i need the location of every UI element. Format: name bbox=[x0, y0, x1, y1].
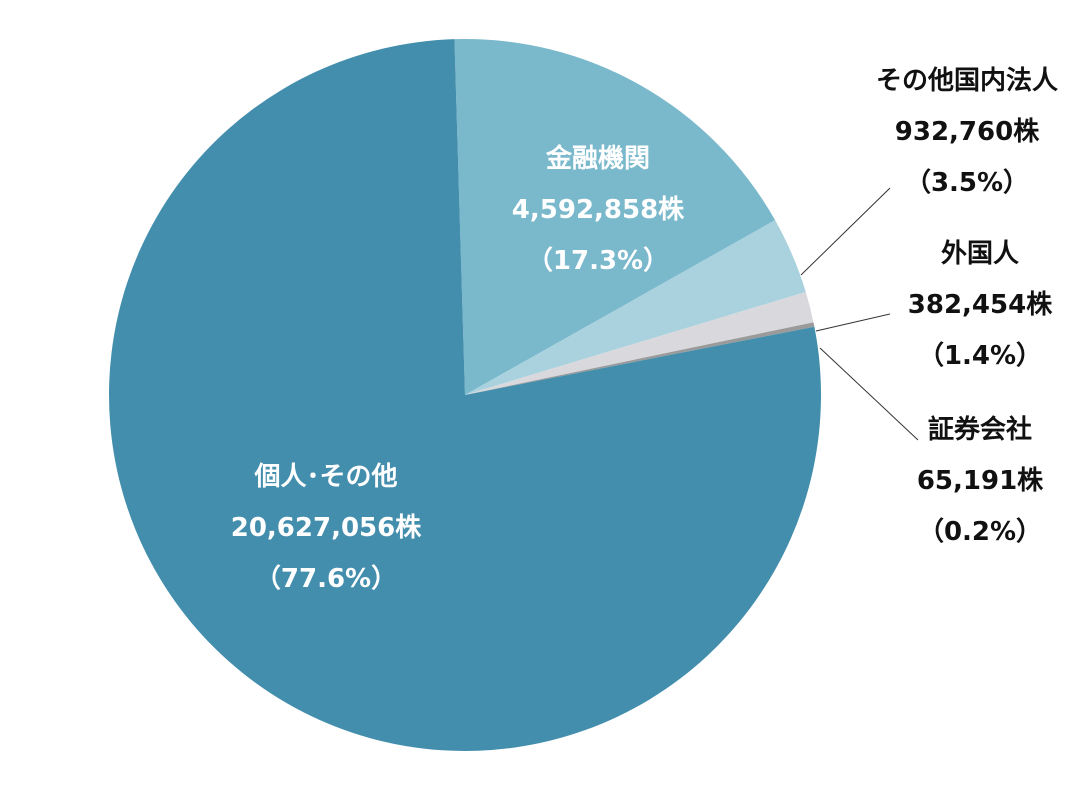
pie-slice-foreigners bbox=[465, 291, 814, 395]
slice-label-name-individuals-others: 個人･その他 bbox=[253, 462, 397, 492]
leader-line-securities-companies bbox=[819, 347, 919, 441]
slice-label-shares-other-domestic-corporations: 932,760株 bbox=[895, 117, 1040, 147]
pie-slice-financial-institutions bbox=[454, 39, 776, 395]
slice-label-name-foreigners: 外国人 bbox=[941, 239, 1019, 269]
slice-labels: 金融機関 4,592,858株 （17.3%） その他国内法人 932,760株 （3.5… bbox=[231, 66, 1058, 594]
pie-slices bbox=[109, 39, 822, 752]
slice-label-name-other-domestic-corporations: その他国内法人 bbox=[876, 66, 1058, 96]
slice-label-shares-financial-institutions: 4,592,858株 bbox=[512, 195, 685, 225]
slice-label-name-financial-institutions: 金融機関 bbox=[545, 143, 650, 174]
slice-label-shares-securities-companies: 65,191株 bbox=[917, 466, 1044, 496]
slice-label-percent-foreigners: （1.4%） bbox=[918, 341, 1042, 371]
pie-slice-other-domestic-corporations bbox=[465, 220, 806, 395]
pie-slice-individuals-others bbox=[109, 39, 822, 752]
slice-label-percent-financial-institutions: （17.3%） bbox=[527, 246, 669, 276]
slice-label-percent-securities-companies: （0.2%） bbox=[918, 517, 1042, 547]
pie-slice-securities-companies bbox=[465, 322, 815, 395]
leader-line-other-domestic-corporations bbox=[800, 187, 891, 276]
leader-line-foreigners bbox=[815, 313, 891, 332]
slice-label-percent-individuals-others: （77.6%） bbox=[255, 564, 397, 594]
slice-label-shares-individuals-others: 20,627,056株 bbox=[231, 513, 422, 543]
slice-label-name-securities-companies: 証券会社 bbox=[928, 414, 1032, 445]
slice-label-percent-other-domestic-corporations: （3.5%） bbox=[905, 168, 1029, 198]
leader-lines bbox=[800, 187, 919, 441]
slice-label-shares-foreigners: 382,454株 bbox=[908, 290, 1053, 320]
